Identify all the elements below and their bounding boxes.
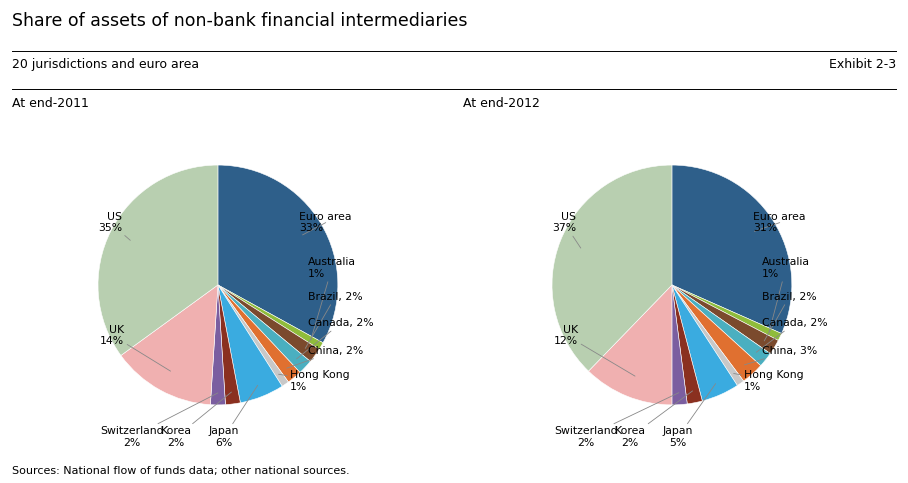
Text: US
35%: US 35% <box>98 212 131 241</box>
Wedge shape <box>672 285 761 381</box>
Wedge shape <box>672 285 737 401</box>
Text: 20 jurisdictions and euro area: 20 jurisdictions and euro area <box>12 58 199 71</box>
Wedge shape <box>672 285 744 385</box>
Text: Euro area
31%: Euro area 31% <box>754 212 806 233</box>
Text: UK
14%: UK 14% <box>100 325 171 371</box>
Wedge shape <box>672 285 782 341</box>
Wedge shape <box>672 285 687 405</box>
Text: Japan
6%: Japan 6% <box>209 385 258 448</box>
Text: Share of assets of non-bank financial intermediaries: Share of assets of non-bank financial in… <box>12 12 468 30</box>
Text: US
37%: US 37% <box>552 212 581 248</box>
Text: Switzerland
2%: Switzerland 2% <box>554 393 679 448</box>
Text: Brazil, 2%: Brazil, 2% <box>305 292 362 348</box>
Text: Canada, 2%: Canada, 2% <box>297 318 373 359</box>
Text: China, 2%: China, 2% <box>287 346 363 368</box>
Wedge shape <box>218 285 311 372</box>
Text: Switzerland
2%: Switzerland 2% <box>100 393 218 448</box>
Text: Hong Kong
1%: Hong Kong 1% <box>279 370 350 392</box>
Wedge shape <box>672 285 770 366</box>
Wedge shape <box>218 285 282 403</box>
Wedge shape <box>588 285 672 405</box>
Wedge shape <box>218 285 320 361</box>
Text: Exhibit 2-3: Exhibit 2-3 <box>829 58 896 71</box>
Wedge shape <box>552 165 672 371</box>
Wedge shape <box>672 165 792 333</box>
Wedge shape <box>218 285 323 349</box>
Wedge shape <box>211 285 225 405</box>
Wedge shape <box>218 285 289 386</box>
Wedge shape <box>218 165 338 343</box>
Text: China, 3%: China, 3% <box>745 346 817 365</box>
Text: Canada, 2%: Canada, 2% <box>756 318 827 352</box>
Wedge shape <box>672 285 702 404</box>
Text: Japan
5%: Japan 5% <box>663 384 716 448</box>
Wedge shape <box>218 285 241 405</box>
Text: Korea
2%: Korea 2% <box>615 391 693 448</box>
Wedge shape <box>218 285 300 382</box>
Text: Euro area
33%: Euro area 33% <box>300 212 352 235</box>
Wedge shape <box>121 285 218 405</box>
Text: At end-2011: At end-2011 <box>12 97 89 110</box>
Text: Australia
1%: Australia 1% <box>308 257 356 340</box>
Text: Korea
2%: Korea 2% <box>161 392 232 448</box>
Text: Sources: National flow of funds data; other national sources.: Sources: National flow of funds data; ot… <box>12 466 350 476</box>
Text: UK
12%: UK 12% <box>554 325 635 376</box>
Wedge shape <box>672 285 778 354</box>
Text: Hong Kong
1%: Hong Kong 1% <box>734 370 804 392</box>
Wedge shape <box>98 165 218 355</box>
Text: At end-2012: At end-2012 <box>463 97 540 110</box>
Text: Australia
1%: Australia 1% <box>762 257 810 332</box>
Text: Brazil, 2%: Brazil, 2% <box>762 292 816 341</box>
